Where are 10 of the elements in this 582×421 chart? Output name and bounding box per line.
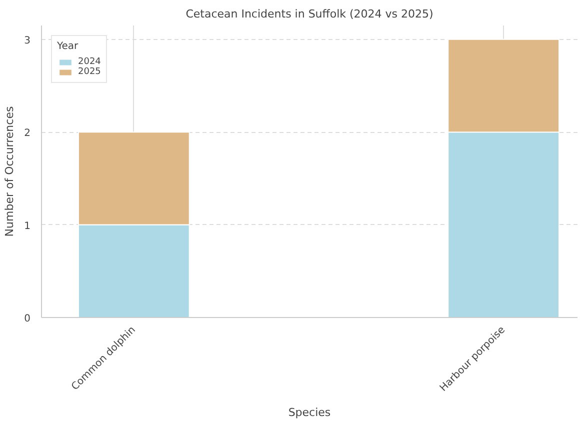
y-axis-title: Number of Occurrences xyxy=(3,106,16,237)
y-tick-label: 2 xyxy=(24,128,31,140)
y-tick-label: 3 xyxy=(24,35,31,46)
y-tick-label: 0 xyxy=(24,314,31,324)
legend-label: 2024 xyxy=(78,57,101,67)
x-axis-title: Species xyxy=(288,406,331,419)
legend-title: Year xyxy=(57,41,80,52)
y-tick-label: 1 xyxy=(24,220,31,232)
chart-title: Cetacean Incidents in Suffolk (2024 vs 2025) xyxy=(186,8,434,20)
legend-label: 2025 xyxy=(78,67,101,77)
